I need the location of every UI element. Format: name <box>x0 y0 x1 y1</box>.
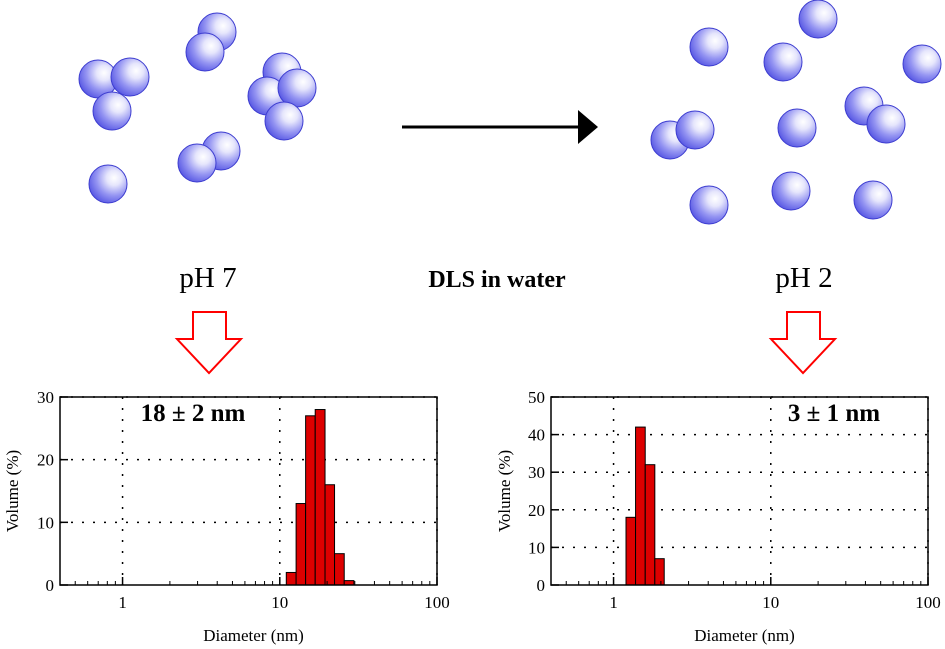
y-tick-label: 20 <box>528 501 545 520</box>
x-tick-label: 10 <box>271 593 288 612</box>
x-axis-title: Diameter (nm) <box>203 626 304 645</box>
aggregated-nanoparticles <box>78 12 317 204</box>
dls-label: DLS in water <box>428 267 566 293</box>
y-tick-label: 20 <box>37 451 54 470</box>
nanoparticle-sphere <box>675 110 715 150</box>
histogram-bar <box>635 426 646 586</box>
histogram-bar <box>295 503 307 586</box>
down-arrow-left-icon <box>174 311 244 375</box>
nanoparticle-sphere <box>798 0 838 39</box>
y-axis-title: Volume (%) <box>3 450 22 532</box>
histogram-bar <box>334 553 345 586</box>
histogram-bar <box>285 571 297 586</box>
y-tick-label: 0 <box>537 576 546 595</box>
y-axis-title: Volume (%) <box>495 450 514 532</box>
nanoparticle-sphere <box>264 101 304 141</box>
x-tick-label: 10 <box>762 593 779 612</box>
x-axis-title: Diameter (nm) <box>694 626 795 645</box>
nanoparticle-sphere <box>88 164 128 204</box>
y-tick-label: 10 <box>37 513 54 532</box>
y-tick-label: 0 <box>46 576 55 595</box>
nanoparticle-sphere <box>777 108 817 148</box>
nanoparticle-sphere <box>763 42 803 82</box>
mean-size-annotation: 18 ± 2 nm <box>141 400 246 427</box>
y-tick-label: 40 <box>528 426 545 445</box>
y-tick-label: 30 <box>37 388 54 407</box>
y-tick-label: 30 <box>528 463 545 482</box>
nanoparticle-sphere <box>177 143 217 183</box>
nanoparticle-sphere <box>110 57 150 97</box>
size-distribution-ph2: 1 10 100 0 10 20 30 40 50 Diameter (nm) Volume (%)… <box>495 388 941 645</box>
nanoparticle-sphere <box>277 68 317 108</box>
mean-size-annotation: 3 ± 1 nm <box>788 400 880 427</box>
x-tick-label: 100 <box>424 593 450 612</box>
histogram-bar <box>654 558 665 586</box>
x-tick-label: 1 <box>609 593 618 612</box>
ph7-label: pH 7 <box>179 262 236 294</box>
dispersed-nanoparticles <box>650 0 942 225</box>
nanoparticle-sphere <box>689 27 729 67</box>
ph2-label: pH 2 <box>775 262 832 294</box>
size-distribution-ph7: 1 10 100 0 10 20 30 Diameter (nm) Volume (%) 18 ±… <box>3 388 450 645</box>
y-tick-label: 50 <box>528 388 545 407</box>
nanoparticle-sphere <box>689 185 729 225</box>
nanoparticle-sphere <box>185 32 225 72</box>
nanoparticle-sphere <box>853 180 893 220</box>
plot-frame <box>550 396 929 586</box>
x-tick-label: 1 <box>118 593 127 612</box>
histogram-bar <box>314 409 326 586</box>
x-tick-label: 100 <box>915 593 941 612</box>
y-tick-label: 10 <box>528 538 545 557</box>
histogram-bar <box>324 484 336 586</box>
nanoparticle-sphere <box>902 44 942 84</box>
plot-frame <box>59 396 438 586</box>
nanoparticle-sphere <box>866 104 906 144</box>
nanoparticle-sphere <box>92 91 132 131</box>
down-arrow-right-icon <box>768 311 838 375</box>
nanoparticle-sphere <box>771 171 811 211</box>
histogram-bar <box>625 516 637 586</box>
process-arrow <box>402 110 598 144</box>
histogram-bar <box>644 464 656 586</box>
histogram-bar <box>305 415 316 586</box>
